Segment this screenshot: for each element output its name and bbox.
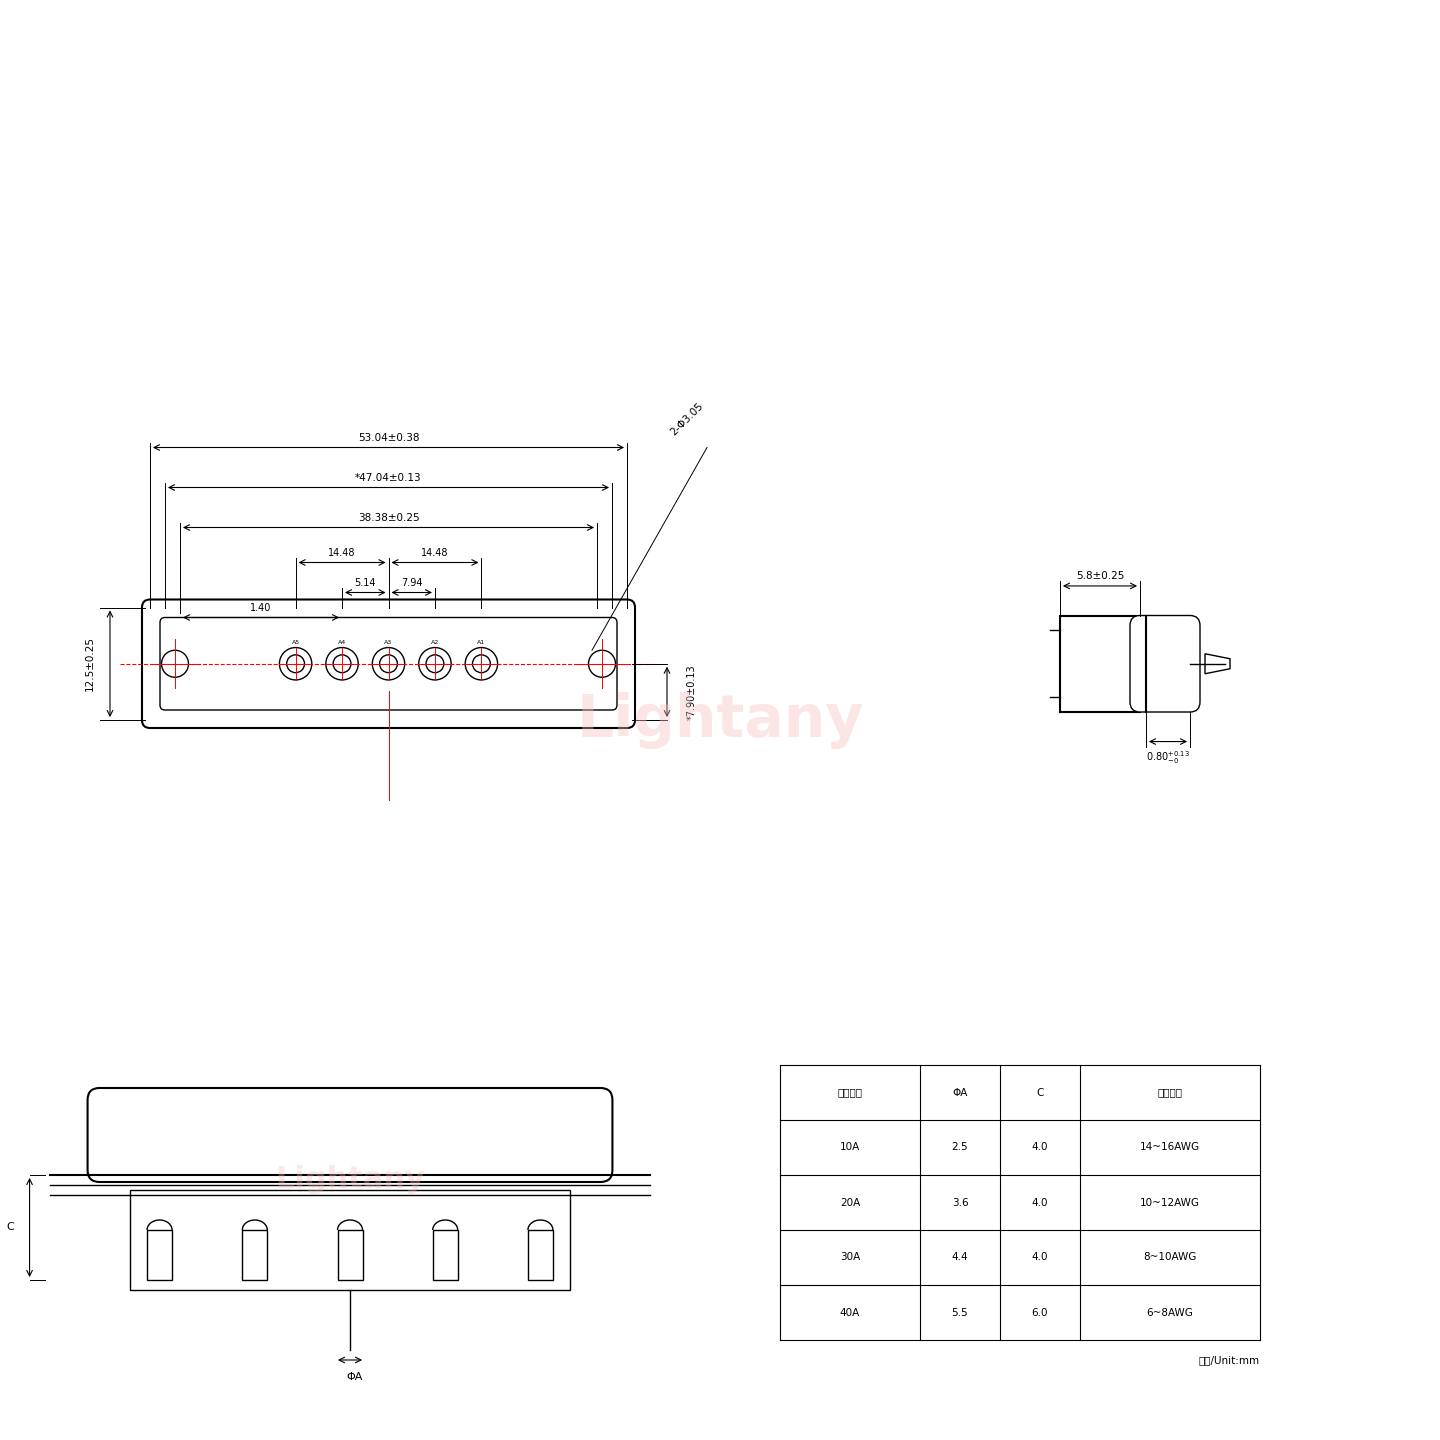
Text: 5.5: 5.5 — [952, 1308, 968, 1318]
Text: A1: A1 — [477, 639, 485, 645]
Text: *47.04±0.13: *47.04±0.13 — [356, 472, 422, 482]
Text: 2.5: 2.5 — [952, 1142, 968, 1152]
Text: 8~10AWG: 8~10AWG — [1143, 1253, 1197, 1263]
Text: 3.6: 3.6 — [952, 1198, 968, 1208]
Bar — [528, 1230, 553, 1280]
Text: 2-Φ3.05: 2-Φ3.05 — [668, 400, 706, 438]
Text: 5.8±0.25: 5.8±0.25 — [1076, 570, 1125, 580]
Text: C: C — [7, 1223, 14, 1233]
Text: 10A: 10A — [840, 1142, 860, 1152]
Text: 30A: 30A — [840, 1253, 860, 1263]
Circle shape — [419, 648, 451, 680]
Polygon shape — [1205, 654, 1230, 674]
Bar — [242, 1230, 268, 1280]
Circle shape — [472, 655, 490, 672]
Text: 12.5±0.25: 12.5±0.25 — [85, 636, 95, 691]
Text: 4.4: 4.4 — [952, 1253, 968, 1263]
Text: $0.80^{+0.13}_{-0}$: $0.80^{+0.13}_{-0}$ — [1146, 750, 1189, 766]
Text: ΦA: ΦA — [347, 1372, 363, 1382]
Bar — [1060, 616, 1140, 711]
Text: 7.94: 7.94 — [400, 577, 422, 588]
Bar — [432, 1230, 458, 1280]
Text: Lightany: Lightany — [275, 1165, 425, 1195]
Text: 14.48: 14.48 — [420, 547, 449, 557]
Circle shape — [589, 651, 615, 677]
Text: A3: A3 — [384, 639, 393, 645]
Circle shape — [325, 648, 359, 680]
Bar — [147, 1230, 171, 1280]
Text: 14~16AWG: 14~16AWG — [1140, 1142, 1200, 1152]
Bar — [130, 1189, 570, 1290]
Text: 5.14: 5.14 — [354, 577, 376, 588]
FancyBboxPatch shape — [143, 599, 635, 729]
Text: 10~12AWG: 10~12AWG — [1140, 1198, 1200, 1208]
Circle shape — [465, 648, 498, 680]
Text: C: C — [1037, 1087, 1044, 1097]
Bar — [337, 1230, 363, 1280]
Text: 单位/Unit:mm: 单位/Unit:mm — [1200, 1355, 1260, 1365]
Text: 6~8AWG: 6~8AWG — [1146, 1308, 1194, 1318]
Circle shape — [161, 651, 189, 677]
FancyBboxPatch shape — [160, 618, 616, 710]
Text: 53.04±0.38: 53.04±0.38 — [357, 432, 419, 442]
Text: A2: A2 — [431, 639, 439, 645]
Text: 20A: 20A — [840, 1198, 860, 1208]
Text: 1.40: 1.40 — [251, 602, 272, 612]
Text: 额定电流: 额定电流 — [838, 1087, 863, 1097]
Circle shape — [380, 655, 397, 672]
Text: Lightany: Lightany — [576, 691, 864, 749]
Text: 线材规格: 线材规格 — [1158, 1087, 1182, 1097]
Circle shape — [287, 655, 304, 672]
Circle shape — [279, 648, 312, 680]
Text: 6.0: 6.0 — [1031, 1308, 1048, 1318]
Circle shape — [373, 648, 405, 680]
Text: 4.0: 4.0 — [1031, 1198, 1048, 1208]
Text: A5: A5 — [291, 639, 300, 645]
Circle shape — [426, 655, 444, 672]
Text: ΦA: ΦA — [952, 1087, 968, 1097]
FancyBboxPatch shape — [88, 1089, 612, 1182]
Text: 40A: 40A — [840, 1308, 860, 1318]
Text: *7.90±0.13: *7.90±0.13 — [687, 664, 697, 720]
Text: 38.38±0.25: 38.38±0.25 — [357, 513, 419, 523]
Text: A4: A4 — [338, 639, 346, 645]
Text: 4.0: 4.0 — [1031, 1253, 1048, 1263]
Circle shape — [333, 655, 351, 672]
Text: 4.0: 4.0 — [1031, 1142, 1048, 1152]
Text: 14.48: 14.48 — [328, 547, 356, 557]
FancyBboxPatch shape — [1130, 615, 1200, 711]
